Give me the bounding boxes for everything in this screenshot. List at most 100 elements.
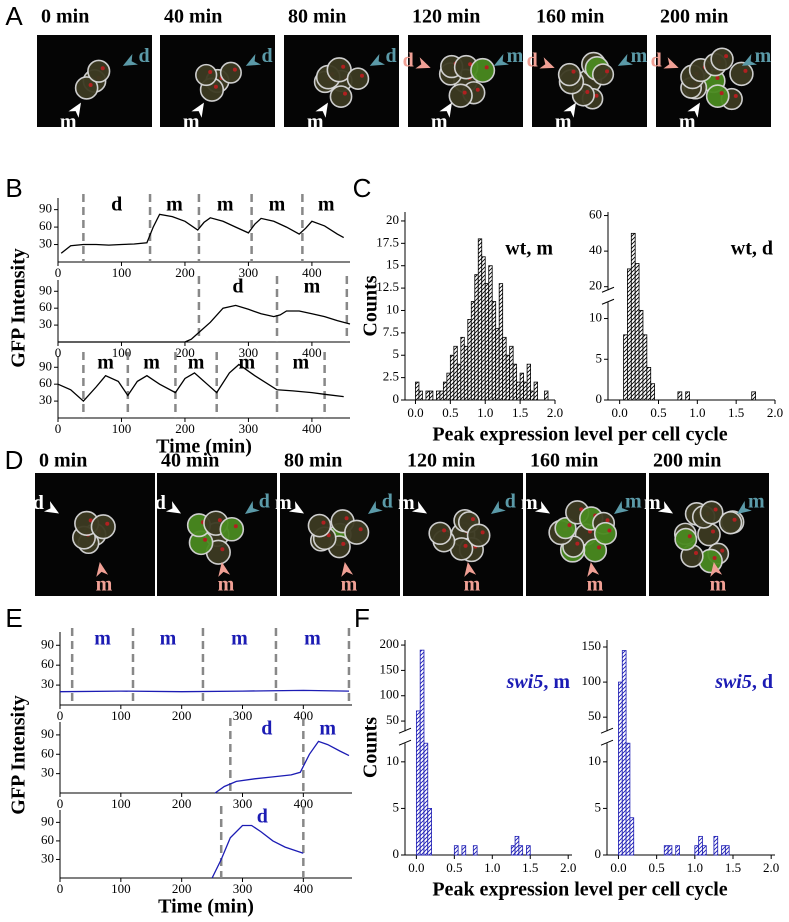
micrograph: m m m xyxy=(521,473,646,596)
cell xyxy=(74,76,99,100)
arrowhead xyxy=(613,500,629,515)
cell-dot xyxy=(344,516,349,521)
cell xyxy=(87,59,111,83)
cycle-label: d xyxy=(257,806,268,828)
hist-bar xyxy=(646,367,652,401)
cell-dot xyxy=(711,529,715,534)
cell xyxy=(219,61,242,84)
arrow-label: m xyxy=(307,111,324,133)
y-tick-label: 90 xyxy=(41,636,54,651)
cell-dot xyxy=(100,66,105,71)
hist-bar xyxy=(491,301,497,401)
arrowhead xyxy=(563,102,576,118)
arrowhead xyxy=(464,562,477,577)
x-tick-label: 0.5 xyxy=(446,860,462,875)
hist-bar xyxy=(415,710,421,856)
hist-bar xyxy=(502,336,507,401)
hist-bar xyxy=(630,232,636,401)
cell xyxy=(428,521,452,546)
arrow-label: m xyxy=(507,45,524,67)
y-tick-label: 60 xyxy=(41,745,54,760)
x-tick-label: 300 xyxy=(239,421,259,436)
hist-bar xyxy=(623,334,628,401)
arrow-label: m xyxy=(183,111,200,133)
x-tick-label: 0.0 xyxy=(612,405,628,420)
cycle-label: m xyxy=(231,628,248,650)
arrowhead xyxy=(244,500,260,515)
cell xyxy=(674,527,698,551)
y-tick-label: 12.5 xyxy=(376,279,399,294)
cell-dot xyxy=(712,555,717,560)
x-tick-label: 400 xyxy=(294,881,314,896)
panel-letter: A xyxy=(5,1,23,31)
hist-bar xyxy=(625,742,631,856)
arrow-label: m xyxy=(587,573,604,595)
x-tick-label: 100 xyxy=(112,265,132,280)
cell-dot xyxy=(733,93,738,98)
arrow-label: m xyxy=(398,492,415,514)
x-tick-label: 0.5 xyxy=(649,860,665,875)
hist-bar xyxy=(453,345,458,401)
y-tick-label: 60 xyxy=(41,832,54,847)
y-tick-label: 60 xyxy=(39,299,52,314)
hist-bar xyxy=(518,845,524,856)
cell-dot xyxy=(607,528,612,533)
cell-dot xyxy=(462,90,467,95)
y-tick-label: 0 xyxy=(595,846,602,861)
x-tick-label: 1.0 xyxy=(687,860,703,875)
cell-dot xyxy=(463,543,468,548)
hist-bar xyxy=(642,334,648,401)
time-label: 40 min xyxy=(161,450,219,472)
cycle-label: m xyxy=(217,194,234,216)
hist-bar xyxy=(634,263,640,401)
cell xyxy=(307,513,332,538)
x-tick-label: 2.0 xyxy=(560,860,576,875)
hist-bar xyxy=(618,681,623,856)
hist-bar xyxy=(629,817,635,856)
y-tick-label: 2.5 xyxy=(383,369,399,384)
x-tick-label: 200 xyxy=(172,881,192,896)
y-tick-label: 5 xyxy=(596,350,603,365)
y-tick-label: 30 xyxy=(39,316,52,331)
arrowhead xyxy=(415,57,431,69)
y-axis-label: GFP Intensity xyxy=(8,248,30,367)
axis-break xyxy=(398,727,412,746)
arrow-label: m xyxy=(625,491,642,513)
hist-bar xyxy=(456,363,462,401)
hist-bar xyxy=(516,381,521,401)
cell-dot xyxy=(220,547,225,552)
y-tick-label: 10 xyxy=(589,310,602,325)
cycle-label: m xyxy=(304,628,321,650)
hist-bar xyxy=(677,391,683,401)
hist-bar xyxy=(427,808,432,856)
trace-line xyxy=(214,740,350,794)
cycle-label: d xyxy=(111,194,122,216)
micrograph: d d m xyxy=(155,473,277,596)
cell-dot xyxy=(597,545,602,550)
micrograph: dm xyxy=(160,35,275,133)
y-tick-label: 30 xyxy=(39,236,52,251)
hist-bar xyxy=(449,354,455,401)
x-tick-label: 300 xyxy=(233,796,253,811)
hist-bar xyxy=(675,845,680,856)
arrow-label: d xyxy=(259,491,270,513)
x-axis-label: Time (min) xyxy=(158,896,254,918)
y-tick-label: 50 xyxy=(386,712,399,727)
hist-bar xyxy=(663,845,669,856)
cell xyxy=(710,47,734,71)
cell-dot xyxy=(88,518,93,523)
x-tick-label: 200 xyxy=(172,796,192,811)
cell-dot xyxy=(715,76,720,80)
y-tick-label: 5 xyxy=(393,346,400,361)
cycle-label: m xyxy=(166,194,183,216)
cycle-label: m xyxy=(143,352,160,374)
hist-bar xyxy=(713,835,719,856)
x-tick-label: 2.0 xyxy=(547,405,563,420)
hist-bar xyxy=(423,742,429,856)
x-tick-label: 300 xyxy=(239,265,259,280)
hist-bar xyxy=(481,256,486,401)
hist-label-part: swi5 xyxy=(506,671,544,693)
y-tick-label: 90 xyxy=(39,282,52,297)
arrowhead xyxy=(710,562,723,577)
cell-dot xyxy=(341,541,346,546)
